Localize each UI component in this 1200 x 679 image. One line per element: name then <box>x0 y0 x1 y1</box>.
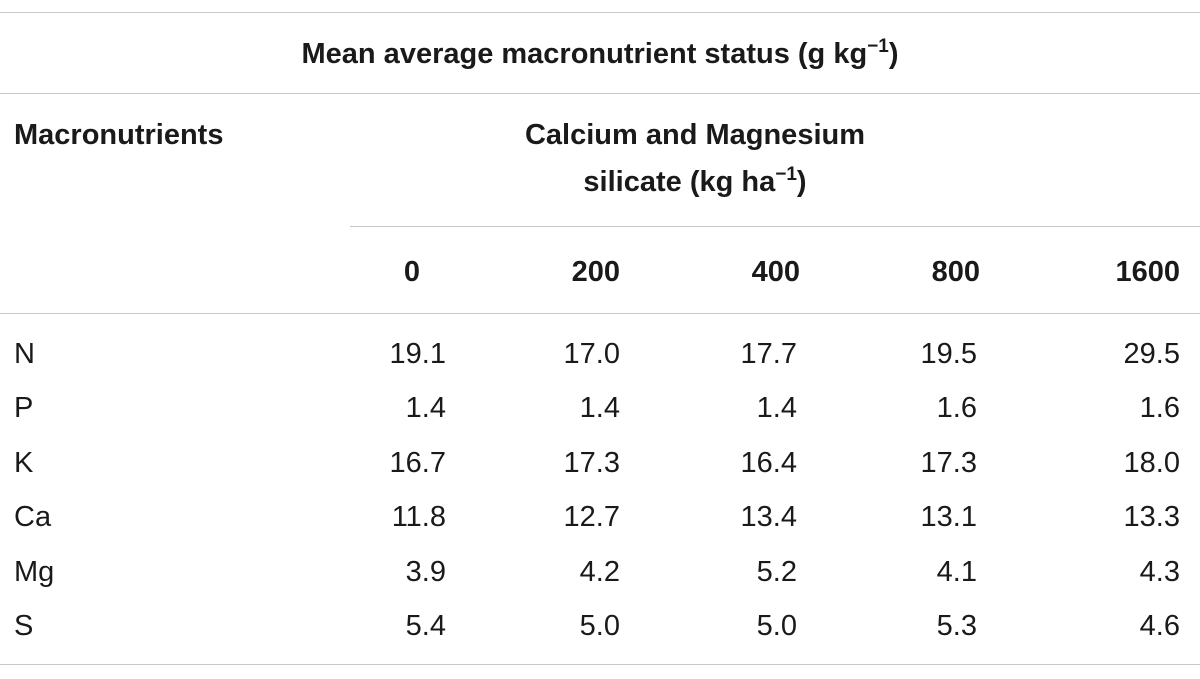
table-cell: 17.3 <box>920 447 977 479</box>
table-cell: 5.3 <box>936 610 977 642</box>
group-header-line1: Calcium and Magnesium <box>524 119 865 151</box>
bottom-rule <box>0 664 1200 665</box>
table-cell: 18.0 <box>1123 447 1180 479</box>
table-cell: 17.0 <box>563 338 620 370</box>
table-cell: 13.3 <box>1123 501 1180 533</box>
column-header: 0 <box>403 256 420 288</box>
table-cell: 29.5 <box>1123 338 1180 370</box>
table-cell: 4.6 <box>1139 610 1180 642</box>
group-rule <box>350 226 1200 227</box>
table-cell: 3.9 <box>405 556 446 588</box>
table-cell: 11.8 <box>391 501 446 533</box>
table-cell: 4.2 <box>579 556 620 588</box>
table-title: Mean average macronutrient status (g kg−… <box>301 36 899 70</box>
top-rule <box>0 12 1200 13</box>
table-cell: 13.4 <box>740 501 797 533</box>
table-cell: 1.4 <box>756 392 797 424</box>
table-cell: 1.6 <box>1139 392 1180 424</box>
row-label: N <box>14 338 35 370</box>
table-cell: 1.4 <box>405 392 446 424</box>
row-label: Mg <box>14 556 55 588</box>
table-cell: 17.7 <box>740 338 797 370</box>
row-label: P <box>14 392 34 424</box>
table-cell: 16.4 <box>740 447 797 479</box>
table-cell: 13.1 <box>920 501 977 533</box>
row-header: Macronutrients <box>14 119 224 151</box>
table-cell: 17.3 <box>563 447 620 479</box>
table-cell: 19.1 <box>389 338 446 370</box>
table-cell: 5.0 <box>756 610 797 642</box>
title-rule <box>0 93 1200 94</box>
table-cell: 19.5 <box>920 338 977 370</box>
table-cell: 5.0 <box>579 610 620 642</box>
table-cell: 5.2 <box>756 556 797 588</box>
column-header: 1600 <box>1115 256 1180 288</box>
table-cell: 1.4 <box>579 392 620 424</box>
row-label: S <box>14 610 34 642</box>
header-rule <box>0 313 1200 314</box>
table-cell: 16.7 <box>389 447 446 479</box>
column-header: 800 <box>931 256 980 288</box>
table-cell: 1.6 <box>936 392 977 424</box>
row-label: Ca <box>14 501 52 533</box>
row-label: K <box>14 447 34 479</box>
group-header-line2: silicate (kg ha−1) <box>583 164 807 198</box>
table-cell: 4.3 <box>1139 556 1180 588</box>
table-cell: 5.4 <box>405 610 446 642</box>
column-header: 400 <box>751 256 800 288</box>
table-cell: 12.7 <box>563 501 620 533</box>
column-header: 200 <box>571 256 620 288</box>
table-cell: 4.1 <box>936 556 977 588</box>
